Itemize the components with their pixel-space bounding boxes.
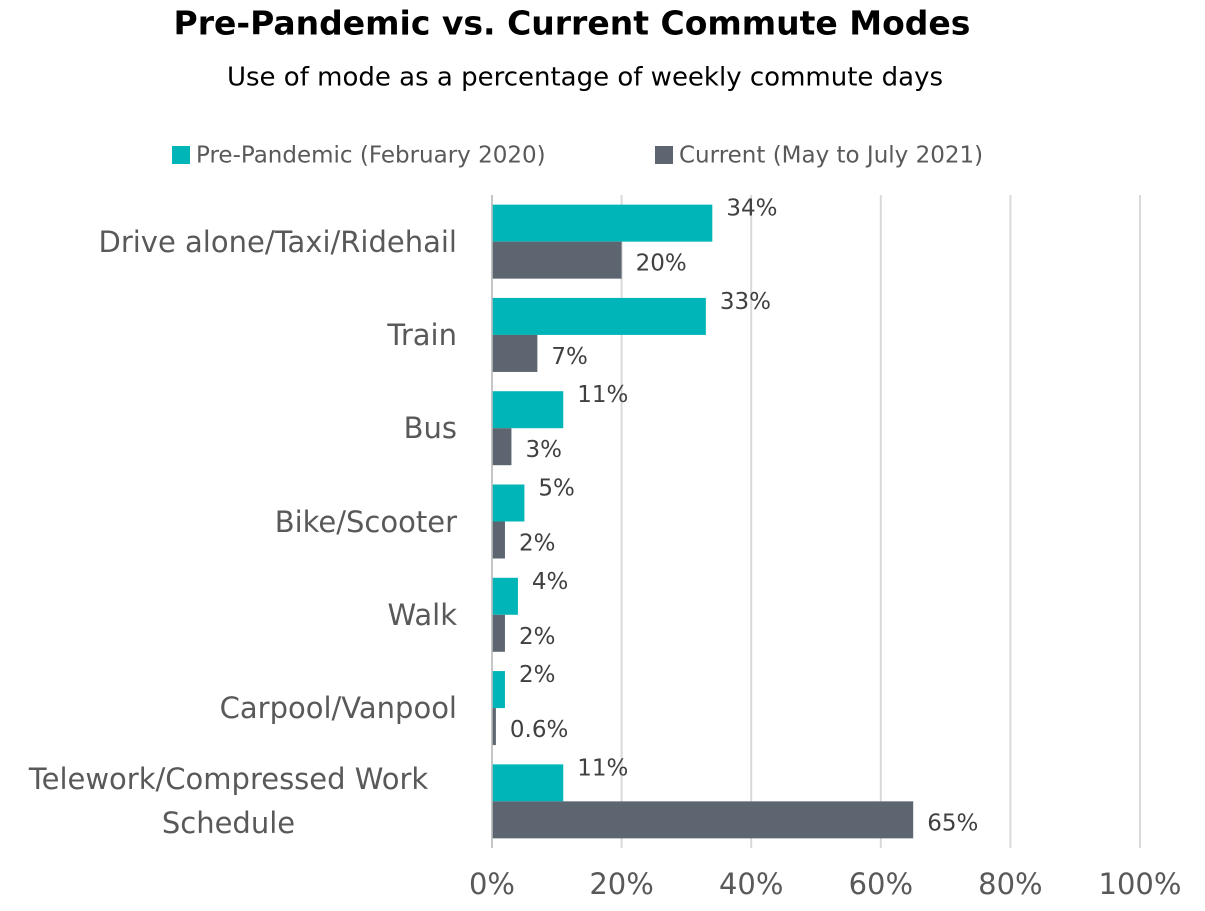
x-tick-label: 0% bbox=[469, 867, 515, 901]
legend-label: Current (May to July 2021) bbox=[679, 143, 983, 169]
x-tick-label: 20% bbox=[589, 867, 653, 901]
legend-label: Pre-Pandemic (February 2020) bbox=[196, 143, 546, 169]
data-label: 7% bbox=[551, 344, 588, 370]
bar bbox=[492, 614, 505, 652]
y-tick-label: Walk bbox=[387, 597, 457, 632]
bar bbox=[492, 577, 518, 615]
bar bbox=[492, 391, 564, 429]
data-label: 4% bbox=[532, 569, 569, 595]
x-tick-label: 100% bbox=[1099, 867, 1182, 901]
data-label: 2% bbox=[519, 531, 556, 557]
data-label: 11% bbox=[577, 755, 628, 781]
data-label: 65% bbox=[927, 810, 978, 836]
data-label: 3% bbox=[525, 437, 562, 463]
data-label: 0.6% bbox=[510, 717, 568, 743]
y-tick-label: Drive alone/Taxi/Ridehail bbox=[98, 224, 458, 259]
chart-subtitle: Use of mode as a percentage of weekly co… bbox=[227, 63, 943, 93]
bar bbox=[492, 204, 713, 242]
data-label: 33% bbox=[720, 289, 771, 315]
bar bbox=[492, 428, 512, 466]
legend-swatch bbox=[655, 146, 673, 164]
bar bbox=[492, 764, 564, 802]
data-label: 20% bbox=[636, 251, 687, 277]
bar bbox=[492, 334, 538, 372]
x-tick-label: 60% bbox=[849, 867, 913, 901]
bar bbox=[492, 297, 706, 335]
bar bbox=[492, 801, 914, 839]
y-tick-label: Telework/Compressed Work Schedule bbox=[28, 762, 429, 841]
data-label: 5% bbox=[538, 476, 575, 502]
y-tick-label: Train bbox=[387, 317, 457, 352]
x-tick-label: 40% bbox=[719, 867, 783, 901]
bar bbox=[492, 241, 622, 279]
bar bbox=[492, 521, 505, 559]
y-tick-label: Bus bbox=[403, 411, 457, 446]
y-tick-label: Bike/Scooter bbox=[274, 504, 457, 539]
bar bbox=[492, 671, 505, 709]
data-label: 2% bbox=[519, 624, 556, 650]
data-label: 2% bbox=[519, 662, 556, 688]
data-label: 34% bbox=[726, 196, 777, 222]
bar bbox=[492, 484, 525, 522]
bar bbox=[492, 708, 496, 746]
chart-title: Pre-Pandemic vs. Current Commute Modes bbox=[174, 4, 971, 43]
legend-swatch bbox=[172, 146, 190, 164]
y-tick-label: Carpool/Vanpool bbox=[219, 691, 457, 726]
x-tick-label: 80% bbox=[978, 867, 1042, 901]
data-label: 11% bbox=[577, 382, 628, 408]
